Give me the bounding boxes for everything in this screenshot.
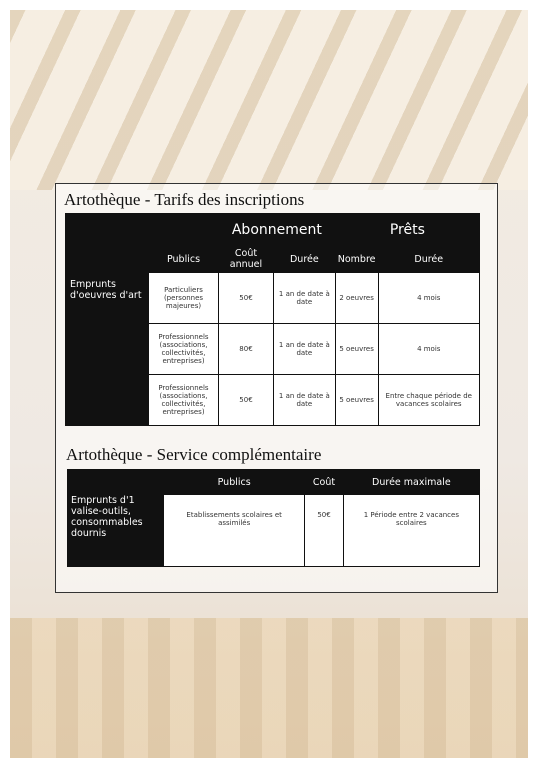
table-row: Professionnels (associations, collectivi… <box>66 374 480 426</box>
table-row: Emprunts d'oeuvres d'art Particuliers (pe… <box>65 272 480 426</box>
table-cell: 4 mois <box>377 272 480 324</box>
table-cell: 1 an de date à date <box>272 323 336 375</box>
table-cell: 50€ <box>218 272 274 324</box>
table-cell: Etablissements scolaires et assimilés <box>162 494 306 567</box>
table-cell: 5 oeuvres <box>334 323 379 375</box>
column-header: Durée <box>377 245 480 273</box>
header-row: Publics Coût annuel Durée Nombre Durée <box>65 245 480 273</box>
group-header: Abonnement <box>218 213 336 246</box>
service-table: Publics Coût Durée maximale Emprunts d'1 va… <box>67 469 481 567</box>
header-row: Publics Coût Durée maximale <box>67 469 481 495</box>
table-cell: 4 mois <box>377 323 480 375</box>
table-cell: Professionnels (associations, collectivi… <box>148 374 219 426</box>
group-header: Prêts <box>334 213 481 246</box>
table-title: Artothèque - Service complémentaire <box>66 445 322 464</box>
table-cell: 2 oeuvres <box>334 272 379 324</box>
table-cell: Particuliers (personnes majeures) <box>148 272 219 324</box>
column-header: Durée maximale <box>342 469 481 495</box>
pricing-table: Abonnement Prêts Publics Coût annuel Durée No… <box>65 213 481 426</box>
cell <box>65 245 149 273</box>
row-label: Emprunts d'oeuvres d'art <box>65 272 149 426</box>
column-header: Nombre <box>334 245 379 273</box>
column-header: Publics <box>148 245 219 273</box>
cell <box>67 469 164 495</box>
table-row: Professionnels (associations, collectivi… <box>66 323 480 375</box>
table-title: Artothèque - Tarifs des inscriptions <box>64 190 305 209</box>
column-header: Coût annuel <box>218 245 274 273</box>
cell <box>65 213 149 246</box>
table-cell: 80€ <box>218 323 274 375</box>
table-cell: 50€ <box>218 374 274 426</box>
cell <box>148 213 219 246</box>
column-header: Coût <box>304 469 344 495</box>
table-cell: 1 an de date à date <box>272 272 336 324</box>
table-cell: Entre chaque période de vacances scolair… <box>377 374 480 426</box>
column-header: Durée <box>272 245 336 273</box>
table-cell: 50€ <box>304 494 344 567</box>
table-cell: 1 an de date à date <box>272 374 336 426</box>
row-label: Emprunts d'1 valise-outils, consommables… <box>67 494 164 567</box>
group-header-row: Abonnement Prêts <box>65 213 481 246</box>
table-cell: 5 oeuvres <box>334 374 379 426</box>
table-row: Emprunts d'1 valise-outils, consommables… <box>67 494 481 567</box>
column-header: Publics <box>162 469 306 495</box>
table-cell: 1 Période entre 2 vacances scolaires <box>342 494 481 567</box>
table-cell: Professionnels (associations, collectivi… <box>148 323 219 375</box>
